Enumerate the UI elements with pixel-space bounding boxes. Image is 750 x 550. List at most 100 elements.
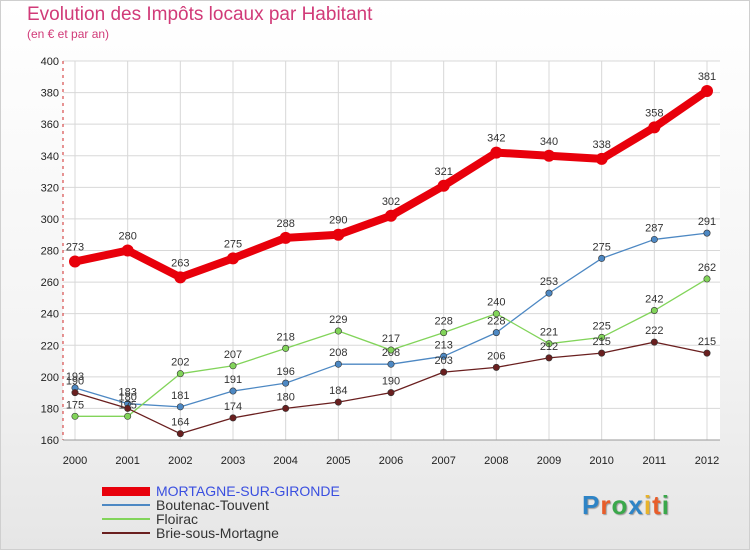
- data-label: 174: [224, 401, 242, 413]
- data-label: 218: [276, 331, 294, 343]
- y-tick-label: 180: [41, 403, 59, 415]
- data-label: 183: [118, 387, 136, 399]
- data-label: 180: [118, 391, 136, 403]
- data-point: [543, 149, 555, 162]
- y-tick-label: 360: [41, 119, 59, 131]
- data-point: [650, 307, 658, 315]
- data-label: 342: [487, 133, 505, 145]
- data-label: 181: [171, 390, 189, 402]
- legend: MORTAGNE-SUR-GIRONDE Boutenac-Touvent Floi…: [102, 484, 340, 540]
- data-label: 302: [382, 196, 400, 208]
- data-label: 207: [224, 349, 242, 361]
- data-label: 358: [645, 107, 663, 119]
- data-label: 222: [645, 325, 663, 337]
- data-label: 290: [329, 215, 347, 227]
- data-label: 253: [540, 276, 558, 288]
- data-point: [598, 349, 606, 357]
- data-point: [332, 228, 345, 241]
- logo-letter: i: [643, 490, 653, 520]
- data-point: [492, 310, 500, 318]
- legend-item: Boutenac-Touvent: [102, 498, 340, 512]
- logo-letter: o: [611, 490, 629, 520]
- y-tick-label: 280: [41, 246, 59, 258]
- y-tick-label: 300: [41, 214, 59, 226]
- x-tick-label: 2006: [379, 455, 403, 467]
- legend-item: Floirac: [102, 512, 340, 526]
- data-label: 206: [487, 350, 505, 362]
- data-label: 180: [276, 391, 294, 403]
- data-point: [387, 389, 395, 397]
- data-label: 263: [171, 257, 189, 269]
- x-tick-label: 2012: [695, 455, 719, 467]
- x-tick-label: 2008: [484, 455, 508, 467]
- data-point: [650, 235, 658, 243]
- data-point: [176, 403, 184, 411]
- data-point: [334, 327, 342, 335]
- data-point: [650, 338, 658, 346]
- data-point: [701, 85, 713, 98]
- y-tick-label: 160: [41, 435, 59, 447]
- data-point: [598, 254, 606, 262]
- x-tick-label: 2004: [273, 455, 297, 467]
- x-tick-label: 2011: [643, 455, 667, 467]
- data-point: [598, 333, 606, 341]
- logo-letter: r: [600, 490, 612, 520]
- x-tick-label: 2005: [326, 455, 350, 467]
- data-point: [282, 404, 290, 412]
- data-label: 202: [171, 357, 189, 369]
- data-label: 213: [434, 339, 452, 351]
- data-label: 262: [698, 262, 716, 274]
- data-label: 225: [592, 320, 610, 332]
- data-label: 275: [592, 241, 610, 253]
- data-label: 321: [434, 166, 452, 178]
- x-tick-label: 2010: [589, 455, 613, 467]
- logo-letter: t: [652, 490, 662, 520]
- x-tick-label: 2000: [63, 455, 87, 467]
- y-tick-label: 200: [41, 372, 59, 384]
- y-tick-label: 260: [41, 277, 59, 289]
- data-point: [124, 412, 132, 420]
- data-point: [703, 275, 711, 283]
- data-label: 242: [645, 294, 663, 306]
- data-point: [334, 398, 342, 406]
- data-label: 381: [698, 71, 716, 83]
- data-point: [227, 252, 239, 265]
- x-tick-label: 2003: [221, 455, 245, 467]
- data-label: 280: [118, 231, 136, 243]
- data-point: [440, 329, 448, 337]
- legend-label: Boutenac-Touvent: [156, 497, 269, 513]
- data-label: 275: [224, 238, 242, 250]
- legend-swatch: [102, 486, 150, 496]
- data-label: 175: [66, 399, 84, 411]
- data-label: 217: [382, 333, 400, 345]
- data-point: [387, 346, 395, 354]
- y-tick-label: 240: [41, 309, 59, 321]
- data-point: [492, 329, 500, 337]
- data-label: 191: [224, 374, 242, 386]
- legend-item: MORTAGNE-SUR-GIRONDE: [102, 484, 340, 498]
- chart-title: Evolution des Impôts locaux par Habitant: [27, 4, 373, 25]
- legend-item: Brie-sous-Mortagne: [102, 526, 340, 540]
- x-tick-label: 2009: [537, 455, 561, 467]
- data-point: [387, 360, 395, 368]
- x-tick-label: 2001: [115, 455, 139, 467]
- data-point: [71, 389, 79, 397]
- data-label: 338: [592, 139, 610, 151]
- legend-swatch: [102, 504, 150, 506]
- data-point: [121, 244, 134, 257]
- data-point: [71, 412, 79, 420]
- data-label: 193: [66, 371, 84, 383]
- data-point: [490, 146, 503, 159]
- data-point: [703, 229, 711, 237]
- data-point: [176, 430, 184, 438]
- data-point: [492, 363, 500, 371]
- data-label: 190: [382, 376, 400, 388]
- x-tick-label: 2002: [168, 455, 192, 467]
- data-point: [229, 414, 237, 422]
- data-label: 208: [329, 347, 347, 359]
- logo-letter: x: [628, 490, 644, 520]
- data-point: [69, 255, 81, 268]
- data-label: 228: [434, 316, 452, 328]
- data-point: [282, 344, 290, 352]
